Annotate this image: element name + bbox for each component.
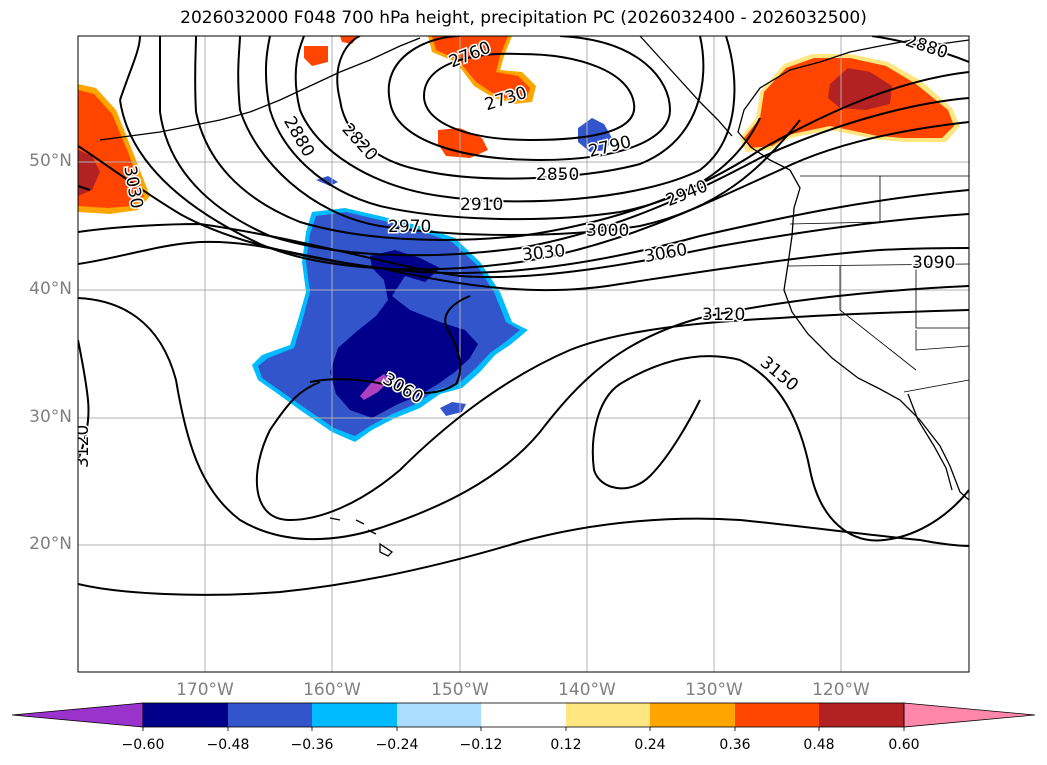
colorbar-segment: [650, 703, 735, 727]
colorbar-tick-label: −0.12: [459, 737, 503, 753]
map-title: 2026032000 F048 700 hPa height, precipit…: [180, 8, 867, 28]
precip-positive-north-3: [304, 46, 328, 66]
colorbar-tick-label: −0.48: [206, 737, 250, 753]
state-border-2: [787, 263, 969, 267]
contour-3180: [78, 517, 969, 596]
state-border-1: [789, 176, 881, 225]
contour-3150: [591, 355, 969, 542]
height-contours: [78, 36, 969, 596]
contour-label: 2820: [338, 120, 382, 166]
contour-3120-w: [78, 339, 90, 461]
precip-positive-north-4: [340, 36, 358, 44]
state-border-4: [915, 264, 969, 329]
hawaii-islands: [329, 517, 394, 557]
lat-label-20n: 20°N: [29, 534, 72, 554]
colorbar-tick-label: 0.60: [888, 737, 920, 753]
lat-label-40n: 40°N: [29, 279, 72, 299]
colorbar: [11, 702, 1036, 731]
lat-label-50n: 50°N: [29, 151, 72, 171]
map-frame: [77, 35, 970, 673]
lon-label-140w: 140°W: [558, 680, 616, 700]
contour-3030: [78, 185, 969, 279]
contour-label: 3060: [643, 240, 689, 267]
colorbar-segment: [228, 703, 312, 727]
colorbar-tick-label: 0.24: [634, 737, 666, 753]
contour-label: 3000: [586, 221, 629, 241]
contour-label: 2850: [536, 165, 579, 185]
precip-strong-positive-ne: [828, 68, 892, 110]
colorbar-tick-label: −0.24: [375, 737, 419, 753]
colorbar-tick-label: −0.36: [290, 737, 334, 753]
coastlines: [99, 36, 969, 557]
contour-label: 2880: [279, 113, 318, 160]
contour-3060-low: [309, 295, 471, 394]
contour-3120: [255, 309, 969, 522]
colorbar-outline: [142, 702, 905, 728]
colorbar-tick-label: 0.12: [550, 737, 582, 753]
contour-2820: [294, 36, 736, 203]
colorbar-segment: [481, 703, 566, 727]
baja-coast: [907, 393, 953, 491]
us-mexico-border: [903, 379, 969, 393]
contour-label: 3120: [702, 305, 745, 325]
contour-2730: [422, 52, 636, 142]
contour-2910: [194, 36, 969, 241]
contour-2880-w: [237, 36, 801, 236]
lon-label-160w: 160°W: [303, 680, 361, 700]
contour-3060-main: [78, 240, 969, 292]
contour-2970: [119, 36, 969, 271]
precip-very-strong-negative: [360, 374, 390, 400]
lon-label-120w: 120°W: [812, 680, 870, 700]
colorbar-tick-label: 0.36: [719, 737, 751, 753]
contour-2790: [336, 36, 705, 180]
contour-2760: [387, 36, 672, 162]
colorbar-tick-label: 0.48: [803, 737, 835, 753]
aleutians: [99, 37, 421, 141]
lon-label-130w: 130°W: [685, 680, 743, 700]
contour-label: 2910: [460, 195, 503, 215]
contour-label: 3030: [521, 241, 566, 265]
lon-label-170w: 170°W: [176, 680, 234, 700]
precip-strong-negative: [330, 250, 478, 418]
contour-2850: [265, 36, 761, 221]
contour-label: 3120: [73, 425, 93, 468]
colorbar-tick-label: −0.60: [121, 737, 165, 753]
colorbar-segment: [735, 703, 819, 727]
contour-2940: [159, 36, 969, 257]
contour-3000: [78, 145, 969, 275]
colorbar-segment: [312, 703, 397, 727]
colorbar-extend-max: [903, 702, 1036, 728]
alaska-panhandle: [639, 36, 733, 137]
borders: [787, 175, 969, 393]
contour-label: 2970: [388, 217, 431, 237]
lon-label-150w: 150°W: [431, 680, 489, 700]
colorbar-segment: [143, 703, 228, 727]
precip-positive-north-core: [432, 36, 530, 100]
state-border-3: [839, 266, 917, 371]
contour-label: 3090: [912, 253, 955, 273]
gridlines: [78, 36, 969, 672]
colorbar-segment: [819, 703, 904, 727]
colorbar-segment: [397, 703, 481, 727]
colorbar-segment: [566, 703, 650, 727]
contour-3090: [78, 285, 969, 541]
state-border-5: [915, 330, 969, 351]
north-america-coast: [737, 39, 969, 501]
colorbar-extend-min: [11, 702, 144, 728]
contour-label: 3150: [756, 353, 802, 396]
contour-2880-ne: [871, 36, 969, 63]
lat-label-30n: 30°N: [29, 407, 72, 427]
